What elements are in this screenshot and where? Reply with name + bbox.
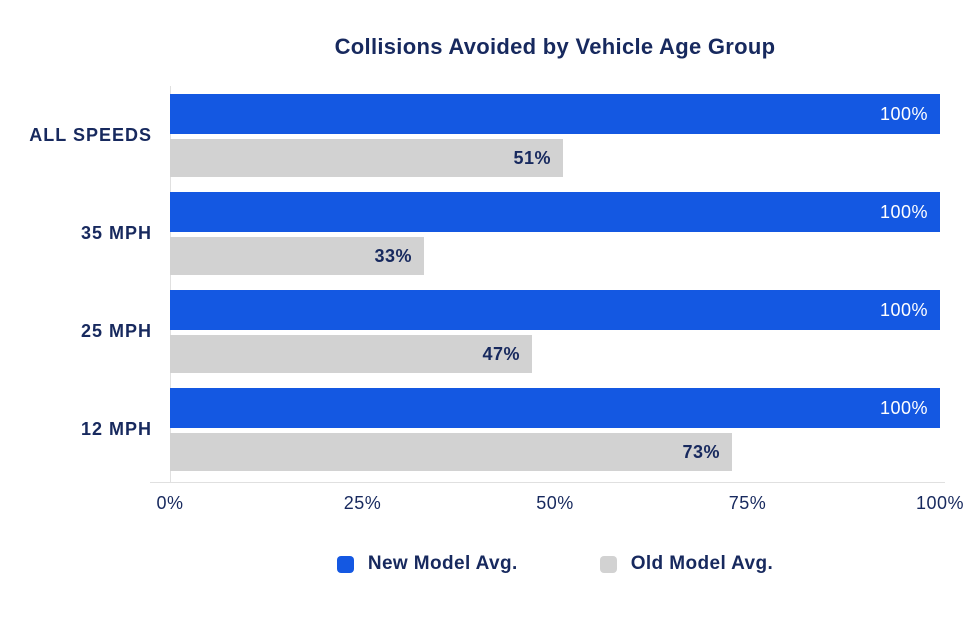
category-label-12-mph: 12 MPH [80, 419, 152, 439]
legend-item-old-model-avg: Old Model Avg. [599, 553, 774, 575]
category-label-35-mph: 35 MPH [80, 223, 152, 243]
bar-old-model-avg-25-mph: 47% [170, 335, 532, 373]
bar-value-label: 100% [879, 201, 928, 222]
bar-new-model-avg-all-speeds: 100% [170, 94, 940, 134]
chart-title: Collisions Avoided by Vehicle Age Group [334, 34, 776, 59]
bar-value-label: 51% [513, 147, 551, 168]
bar-old-model-avg-12-mph: 73% [170, 433, 732, 471]
bar-new-model-avg-25-mph: 100% [170, 290, 940, 330]
x-tick-label-50: 50% [536, 493, 574, 513]
legend-label-new-model-avg: New Model Avg. [367, 553, 518, 574]
category-label-25-mph: 25 MPH [80, 321, 152, 341]
legend-swatch-old-model-avg [599, 555, 617, 573]
bar-new-model-avg-35-mph: 100% [170, 192, 940, 232]
category-label-all-speeds: ALL SPEEDS [29, 125, 152, 145]
bar-value-label: 100% [879, 299, 928, 320]
bar-value-label: 100% [879, 103, 928, 124]
x-tick-label-25: 25% [343, 493, 382, 513]
bar-old-model-avg-all-speeds: 51% [170, 139, 563, 177]
x-tick-label-75: 75% [728, 493, 767, 513]
x-axis-tick-labels: 0% 25% 50% 75% 100% [156, 493, 963, 517]
x-tick-label-0: 0% [156, 493, 184, 513]
y-axis-line [170, 86, 171, 483]
x-tick-label-100: 100% [915, 493, 965, 513]
legend-item-new-model-avg: New Model Avg. [336, 553, 518, 575]
x-axis-line [150, 482, 945, 483]
bar-new-model-avg-12-mph: 100% [170, 388, 940, 428]
bar-value-label: 100% [879, 397, 928, 418]
legend-swatch-new-model-avg [336, 555, 354, 573]
chart-legend: New Model Avg. Old Model Avg. [170, 553, 940, 575]
bar-value-label: 73% [682, 441, 720, 462]
bar-old-model-avg-35-mph: 33% [170, 237, 424, 275]
legend-label-old-model-avg: Old Model Avg. [630, 553, 774, 574]
bar-value-label: 33% [374, 245, 412, 266]
bar-value-label: 47% [482, 343, 520, 364]
